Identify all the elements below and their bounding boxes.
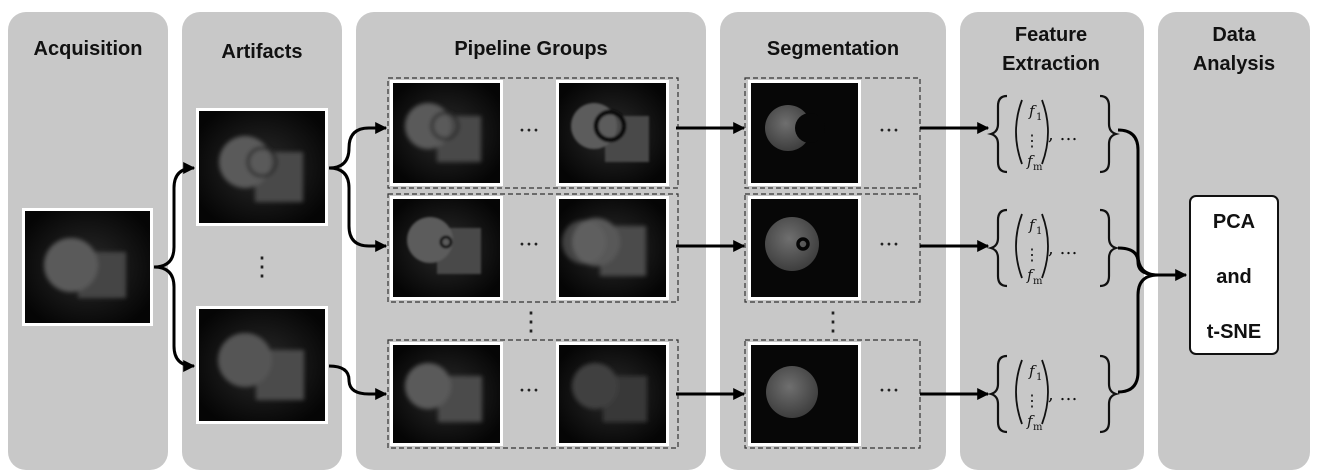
arrow-features3-to-analysis <box>1117 273 1159 394</box>
arrow-artifact1-to-row1 <box>328 122 388 170</box>
segmentation-image-2 <box>748 196 861 300</box>
analysis-line-pca: PCA <box>1213 211 1255 233</box>
pipeline-group-box-1 <box>387 77 679 189</box>
feature-vector-2: f 1 ⋮ f m , … <box>987 208 1120 288</box>
feature-vector-first-symbol: f <box>1028 102 1037 120</box>
arrow-artifact2-to-row3 <box>328 364 388 400</box>
column-title-analysis-line2: Analysis <box>1193 53 1275 75</box>
artifact-image-2 <box>196 306 328 424</box>
arrow-artifact1-to-row2 <box>328 166 388 252</box>
artifact-image-1 <box>196 108 328 226</box>
flow-arrows <box>153 122 1188 400</box>
pipeline-image-1a <box>390 80 503 186</box>
column-title-feature-line2: Extraction <box>1002 53 1100 75</box>
feature-vector-trailing: , … <box>1048 124 1077 145</box>
segmentation-image-3 <box>748 342 861 446</box>
pipeline-row2-ellipsis: ··· <box>519 233 540 258</box>
column-title-analysis-line1: Data <box>1212 24 1256 46</box>
arrow-acquisition-to-artifact-2 <box>153 265 196 372</box>
feature-vector-1: f 1 ⋮ f m , … <box>987 94 1120 174</box>
artifacts-vertical-ellipsis: ⋮ <box>249 252 275 282</box>
feature-vector-last-subscript: m <box>1033 276 1043 287</box>
feature-vector-first-subscript: 1 <box>1036 112 1042 123</box>
pipeline-image-1b <box>556 80 669 186</box>
pipeline-image-2a <box>390 196 503 300</box>
feature-vector-vdots: ⋮ <box>1024 391 1040 410</box>
segmentation-image-1 <box>748 80 861 186</box>
pipeline-row1-ellipsis: ··· <box>519 119 540 144</box>
pipeline-image-3a <box>390 342 503 446</box>
pipeline-image-3b <box>556 342 669 446</box>
feature-vector-trailing: , … <box>1048 238 1077 259</box>
segmentation-row1-ellipsis: ··· <box>879 119 900 144</box>
pipeline-row3-ellipsis: ··· <box>519 379 540 404</box>
analysis-box: PCA and t-SNE <box>1189 195 1279 355</box>
feature-vector-3: f 1 ⋮ f m , … <box>987 354 1120 434</box>
analysis-line-tsne: t-SNE <box>1207 321 1261 343</box>
feature-vector-last-symbol: f <box>1026 266 1035 284</box>
segmentation-row3-ellipsis: ··· <box>879 379 900 404</box>
pipeline-vertical-ellipsis: ⋮ <box>518 307 544 337</box>
feature-vector-vdots: ⋮ <box>1024 131 1040 150</box>
acquisition-image <box>22 208 153 326</box>
feature-vector-trailing: , … <box>1048 384 1077 405</box>
feature-vector-first-subscript: 1 <box>1036 372 1042 383</box>
column-title-pipeline-groups: Pipeline Groups <box>454 38 607 60</box>
feature-vector-last-symbol: f <box>1026 412 1035 430</box>
feature-vector-last-subscript: m <box>1033 422 1043 433</box>
feature-vector-first-symbol: f <box>1028 216 1037 234</box>
column-title-segmentation: Segmentation <box>767 38 899 60</box>
feature-vector-vdots: ⋮ <box>1024 245 1040 264</box>
segmentation-vertical-ellipsis: ⋮ <box>820 307 846 337</box>
column-title-acquisition: Acquisition <box>34 38 143 60</box>
pipeline-image-2b <box>556 196 669 300</box>
analysis-line-and: and <box>1216 266 1252 288</box>
segmentation-row2-ellipsis: ··· <box>879 233 900 258</box>
arrow-acquisition-to-artifact-1 <box>153 162 196 269</box>
pipeline-group-box-2 <box>387 193 679 303</box>
feature-vector-first-symbol: f <box>1028 362 1037 380</box>
feature-vector-first-subscript: 1 <box>1036 226 1042 237</box>
feature-vector-last-symbol: f <box>1026 152 1035 170</box>
feature-vector-last-subscript: m <box>1033 162 1043 173</box>
column-title-artifacts: Artifacts <box>221 41 302 63</box>
arrow-features2-to-analysis <box>1117 246 1159 277</box>
column-title-feature-line1: Feature <box>1015 24 1087 46</box>
